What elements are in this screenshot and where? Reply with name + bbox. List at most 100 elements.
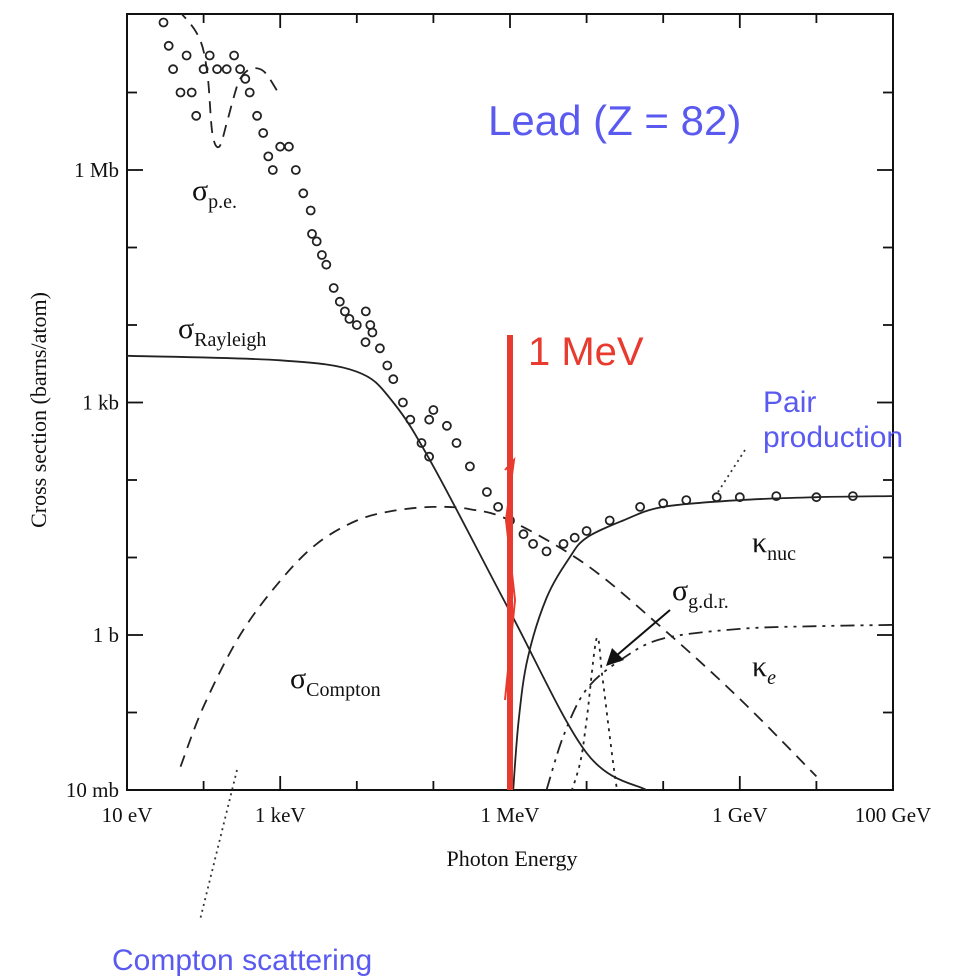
data-point (283, 141, 294, 152)
data-point (428, 405, 439, 415)
data-point (635, 501, 645, 512)
y-tick-label: 1 Mb (74, 158, 119, 182)
x-tick-label: 1 MeV (481, 803, 540, 827)
data-point (198, 64, 209, 75)
data-point (388, 374, 399, 385)
data-point (311, 236, 322, 247)
data-point (263, 151, 274, 162)
x-tick-label: 1 keV (255, 803, 306, 827)
series-label-subscript: e (767, 667, 776, 689)
data-point (771, 491, 782, 502)
markers-group (158, 17, 858, 557)
x-tick-label: 100 GeV (855, 803, 931, 827)
data-point (451, 438, 462, 448)
gdr-arrow-shaft (615, 609, 671, 657)
energy-marker-line-texture (504, 456, 517, 701)
data-point (186, 87, 197, 98)
x-tick-label: 10 eV (102, 803, 153, 827)
data-point (204, 50, 215, 61)
data-point (258, 128, 269, 138)
data-point (316, 250, 327, 260)
data-point (397, 397, 408, 408)
series-label-subscript: p.e. (208, 191, 237, 213)
pair-production-label-line2: production (763, 421, 903, 454)
series-label-subscript: Compton (306, 679, 380, 701)
series-label: κnuc (752, 526, 796, 565)
data-point (175, 87, 186, 98)
curve--p-e- (180, 14, 281, 148)
curve--e (545, 624, 893, 790)
data-point (493, 501, 504, 512)
data-point (181, 50, 192, 61)
data-point (305, 205, 316, 216)
data-point (734, 492, 745, 503)
data-point (558, 539, 569, 549)
data-point (481, 487, 492, 497)
series-label: σCompton (290, 662, 381, 701)
data-point (382, 360, 393, 371)
x-tick-label: 1 GeV (712, 803, 767, 827)
data-point (244, 87, 255, 98)
data-point (158, 17, 169, 28)
data-point (334, 296, 345, 307)
series-label-symbol: κ (752, 526, 767, 559)
curve--compton (179, 505, 818, 778)
data-point (235, 64, 246, 75)
data-point (267, 165, 278, 175)
curve--g-d-r- (570, 636, 619, 790)
data-point (339, 306, 350, 317)
data-point (275, 141, 286, 152)
series-label-symbol: σ (192, 174, 208, 207)
data-point (252, 110, 263, 121)
compton-scattering-leader (199, 769, 238, 921)
data-point (163, 40, 174, 51)
data-point (307, 228, 317, 239)
data-point (405, 414, 416, 425)
series-label-subscript: Rayleigh (194, 329, 266, 351)
pair-production-leader (717, 449, 746, 493)
data-point (328, 283, 339, 293)
compton-scattering-label: Compton scattering (112, 944, 372, 977)
data-point (351, 320, 362, 330)
data-point (518, 529, 529, 540)
data-point (424, 414, 435, 425)
data-point (212, 64, 223, 75)
gdr-arrow-head (606, 648, 624, 666)
energy-marker-label: 1 MeV (528, 330, 644, 374)
data-point (360, 337, 371, 348)
data-point (240, 74, 251, 84)
series-label-symbol: σ (672, 574, 688, 607)
data-point (581, 526, 592, 536)
data-point (464, 461, 475, 472)
curve--nuc (512, 495, 893, 790)
data-point (848, 491, 858, 502)
data-point (424, 451, 435, 462)
data-point (441, 420, 452, 431)
y-axis-label: Cross section (barns/atom) (26, 292, 51, 528)
data-point (290, 165, 301, 175)
data-point (681, 495, 692, 506)
data-point (367, 327, 378, 338)
data-point (711, 492, 722, 503)
series-label: σRayleigh (178, 312, 266, 351)
series-label-subscript: nuc (767, 543, 796, 565)
data-point (298, 188, 309, 199)
data-point (528, 539, 538, 549)
series-label-subscript: g.d.r. (688, 591, 729, 613)
annotations-group: Cross section (barns/atom) Photon Energy… (26, 97, 903, 977)
series-label-symbol: σ (178, 312, 194, 345)
data-point (360, 306, 371, 317)
series-label-symbol: κ (752, 650, 767, 683)
pair-production-label-line1: Pair (763, 386, 816, 419)
data-point (168, 64, 179, 75)
data-point (221, 64, 232, 75)
data-point (374, 343, 385, 354)
data-point (541, 546, 552, 557)
series-label: κe (752, 650, 776, 689)
series-label: σg.d.r. (672, 574, 729, 613)
data-point (604, 515, 615, 526)
y-tick-label: 1 b (93, 623, 119, 647)
data-point (191, 110, 202, 121)
data-point (321, 259, 332, 270)
